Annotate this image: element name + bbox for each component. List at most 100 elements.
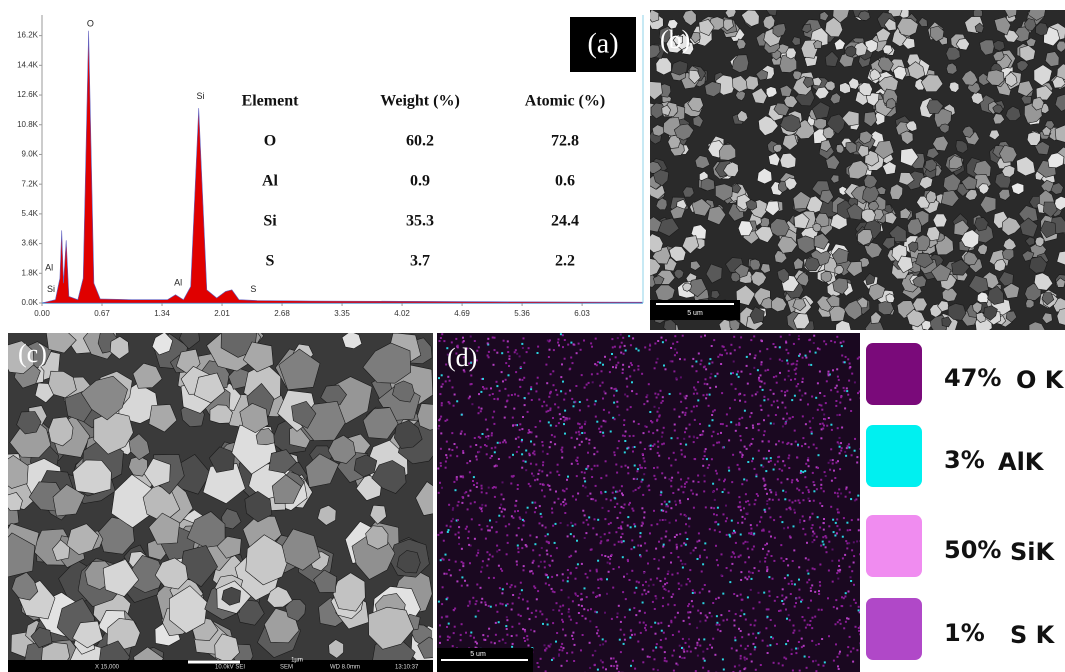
map-speck	[807, 459, 809, 461]
map-speck	[560, 333, 562, 335]
map-speck	[583, 522, 585, 524]
map-speck	[847, 529, 849, 531]
map-speck	[696, 494, 698, 496]
map-speck	[589, 667, 591, 669]
map-speck	[712, 491, 714, 493]
map-speck	[698, 481, 700, 483]
map-speck	[648, 485, 650, 487]
map-speck	[774, 464, 776, 466]
map-speck	[634, 592, 636, 594]
map-speck	[504, 388, 506, 390]
map-speck	[801, 599, 803, 601]
map-speck	[657, 441, 659, 443]
map-speck	[799, 519, 801, 521]
map-speck	[558, 653, 560, 655]
map-speck	[855, 498, 857, 500]
map-speck	[520, 615, 522, 617]
map-speck	[527, 608, 529, 610]
map-speck	[805, 463, 807, 465]
map-speck	[704, 455, 706, 457]
map-speck	[511, 394, 513, 396]
map-speck	[793, 509, 795, 511]
map-speck	[799, 502, 801, 504]
map-speck	[747, 541, 749, 543]
map-speck	[514, 510, 516, 512]
map-speck	[837, 508, 839, 510]
map-speck	[850, 651, 852, 653]
map-speck	[845, 621, 847, 623]
map-speck	[835, 405, 837, 407]
map-speck	[665, 536, 667, 538]
map-speck	[838, 560, 840, 562]
map-speck	[528, 483, 530, 485]
map-speck	[508, 365, 510, 367]
map-speck	[576, 438, 578, 440]
y-tick-label: 0.0K	[22, 298, 39, 307]
map-speck	[635, 614, 637, 616]
map-speck	[740, 658, 742, 660]
map-speck	[643, 403, 645, 405]
map-speck	[816, 447, 818, 449]
map-speck	[736, 373, 738, 375]
map-speck	[721, 553, 723, 555]
map-speck	[780, 544, 782, 546]
map-speck	[805, 423, 807, 425]
map-speck	[684, 657, 686, 659]
map-speck	[753, 643, 755, 645]
map-speck	[623, 634, 625, 636]
map-speck	[836, 385, 838, 387]
grain	[886, 99, 895, 109]
map-speck	[751, 661, 753, 663]
map-speck	[560, 418, 562, 420]
map-speck	[497, 442, 499, 444]
map-speck	[549, 339, 551, 341]
map-speck	[524, 630, 526, 632]
map-speck	[811, 627, 813, 629]
map-speck	[554, 542, 556, 544]
map-speck	[748, 532, 750, 534]
map-speck	[629, 579, 631, 581]
map-speck	[723, 669, 725, 671]
map-speck	[755, 499, 757, 501]
map-speck	[482, 433, 484, 435]
map-speck	[651, 524, 653, 526]
map-speck	[752, 572, 754, 574]
map-speck	[474, 538, 476, 540]
map-speck	[656, 577, 658, 579]
map-speck	[770, 636, 772, 638]
map-speck	[602, 643, 604, 645]
map-speck	[542, 623, 544, 625]
map-speck	[532, 452, 534, 454]
map-speck	[621, 342, 623, 344]
map-speck	[681, 486, 683, 488]
map-speck	[556, 632, 558, 634]
map-speck	[723, 513, 725, 515]
map-speck	[584, 432, 586, 434]
map-speck	[809, 519, 811, 521]
map-speck	[749, 416, 751, 418]
map-speck	[642, 494, 644, 496]
map-speck	[718, 597, 720, 599]
map-speck	[856, 462, 858, 464]
map-speck	[582, 485, 584, 487]
map-speck	[516, 534, 518, 536]
map-speck	[467, 605, 469, 607]
map-speck	[809, 351, 811, 353]
map-speck	[581, 605, 583, 607]
map-speck	[488, 605, 490, 607]
map-speck	[506, 634, 508, 636]
map-speck	[623, 419, 625, 421]
map-speck	[439, 393, 441, 395]
map-speck	[615, 661, 617, 663]
map-speck	[564, 433, 566, 435]
map-speck	[768, 531, 770, 533]
map-speck	[737, 464, 739, 466]
map-speck	[572, 362, 574, 364]
map-speck	[835, 599, 837, 601]
map-speck	[728, 470, 730, 472]
map-speck	[587, 609, 589, 611]
map-speck	[818, 609, 820, 611]
map-speck	[702, 430, 704, 432]
map-speck	[819, 423, 821, 425]
map-speck	[796, 488, 798, 490]
